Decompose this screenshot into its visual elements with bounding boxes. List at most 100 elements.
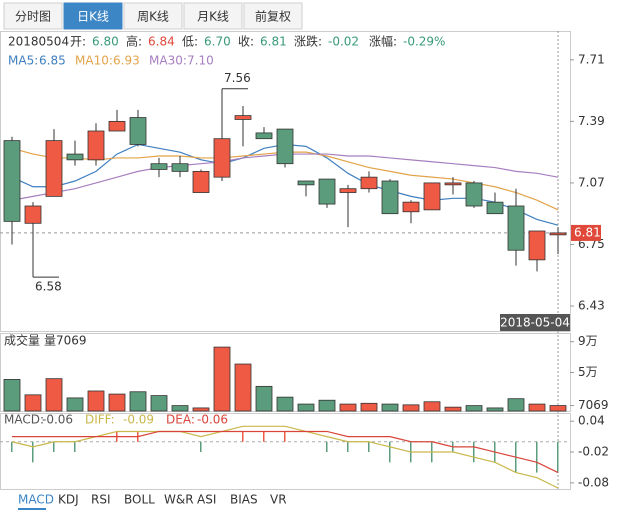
volume-bar xyxy=(66,397,84,412)
candle-body xyxy=(318,178,336,205)
indicator-tab[interactable]: BOLL xyxy=(124,493,155,507)
candle-body xyxy=(3,140,21,222)
tab[interactable] xyxy=(123,2,183,30)
indicator-tab[interactable]: KDJ xyxy=(58,493,79,507)
candle-body xyxy=(507,205,525,251)
volume-bar xyxy=(402,404,420,412)
candle-body xyxy=(150,163,168,170)
macd-bar xyxy=(242,431,244,442)
header-label: 收: xyxy=(238,35,254,49)
tab-label[interactable]: 前复权 xyxy=(255,9,291,24)
candle-body xyxy=(171,163,189,172)
y-tick-label: 7069 xyxy=(578,398,609,412)
volume-bar xyxy=(339,403,357,412)
indicator-tab[interactable]: MACD xyxy=(18,493,54,507)
candle-body xyxy=(276,128,294,165)
macd-bar xyxy=(347,441,349,453)
indicator-tab[interactable]: W&R xyxy=(164,493,194,507)
header-value: 6.70 xyxy=(204,35,231,49)
candle-body xyxy=(381,180,399,215)
y-tick-label: 7.07 xyxy=(578,175,605,189)
candle-body xyxy=(465,182,483,207)
legend-name: MA5: xyxy=(8,54,38,68)
candle-body xyxy=(108,120,126,132)
macd-bar xyxy=(326,441,328,453)
volume-bar xyxy=(549,405,567,412)
header-value: 6.84 xyxy=(148,35,175,49)
tab[interactable] xyxy=(3,2,63,30)
y-tick-label: 9万 xyxy=(578,334,598,348)
volume-bar xyxy=(360,402,378,412)
header-label: 低: xyxy=(182,35,198,49)
macd-bar xyxy=(263,431,265,442)
volume-bar xyxy=(150,395,168,412)
indicator-tab[interactable]: BIAS xyxy=(230,493,258,507)
panel xyxy=(0,31,571,332)
volume-bar xyxy=(129,391,147,412)
candle-body xyxy=(45,140,63,197)
candle-body xyxy=(66,153,84,161)
tab-label[interactable]: 日K线 xyxy=(77,10,109,24)
volume-bar xyxy=(45,378,63,412)
y-tick-label: 7.71 xyxy=(578,52,605,66)
macd-bar xyxy=(74,441,76,453)
candle-body xyxy=(234,115,252,120)
header-value: -0.02 xyxy=(328,35,359,49)
volume-bar xyxy=(297,403,315,412)
legend-name: DEA: xyxy=(166,413,195,427)
volume-bar xyxy=(24,394,42,412)
y-tick-label: 6.43 xyxy=(578,299,605,313)
volume-bar xyxy=(276,396,294,412)
date-tag-label: 2018-05-04 xyxy=(500,316,570,330)
panel xyxy=(0,413,571,490)
header-date: 20180504 xyxy=(8,35,69,49)
volume-bar xyxy=(171,405,189,412)
tab[interactable] xyxy=(183,2,243,30)
macd-bar xyxy=(473,441,475,463)
volume-bar xyxy=(108,393,126,412)
y-tick-label: 5万 xyxy=(578,365,598,379)
tab[interactable] xyxy=(63,2,123,30)
y-tick-label: -0.02 xyxy=(578,445,609,459)
volume-bar xyxy=(192,407,210,412)
legend-value: 6.85 xyxy=(39,54,66,68)
candle-body xyxy=(486,201,504,215)
volume-bar xyxy=(444,406,462,412)
volume-title: 成交量 xyxy=(4,333,40,348)
header-label: 涨跌: xyxy=(294,34,322,49)
last-price-tag xyxy=(571,224,601,241)
y-tick-label: -0.08 xyxy=(578,475,609,489)
candle-body xyxy=(339,188,357,193)
macd-bar xyxy=(53,441,55,453)
macd-bar xyxy=(200,441,202,453)
tab[interactable] xyxy=(243,2,303,30)
tab-label[interactable]: 分时图 xyxy=(15,10,51,24)
volume-legend: 量7069 xyxy=(44,334,87,348)
indicator-tab[interactable]: RSI xyxy=(91,493,111,507)
candle-body xyxy=(129,117,147,145)
legend-value: -0.06 xyxy=(42,413,73,427)
indicator-tab[interactable]: ASI xyxy=(197,493,216,507)
volume-bar xyxy=(318,399,336,412)
annotation: 7.56 xyxy=(224,71,251,85)
y-tick-label: 7.39 xyxy=(578,114,605,128)
legend-value: -0.09 xyxy=(123,413,154,427)
candle-body xyxy=(297,180,315,186)
legend-value: 7.10 xyxy=(187,54,214,68)
header-label: 开: xyxy=(70,35,86,49)
tab-label[interactable]: 月K线 xyxy=(197,10,229,24)
macd-bar xyxy=(389,441,391,463)
volume-bar xyxy=(213,346,231,412)
macd-bar xyxy=(284,431,286,442)
tab-label[interactable]: 周K线 xyxy=(137,10,169,24)
candle-body xyxy=(213,138,231,178)
candle-body xyxy=(528,230,546,261)
indicator-tab[interactable]: VR xyxy=(270,493,287,507)
candle-body xyxy=(402,201,420,213)
macd-bar xyxy=(32,441,34,463)
volume-bar xyxy=(465,405,483,412)
macd-bar xyxy=(368,441,370,453)
legend-name: MA10: xyxy=(75,54,113,68)
volume-bar xyxy=(381,403,399,412)
